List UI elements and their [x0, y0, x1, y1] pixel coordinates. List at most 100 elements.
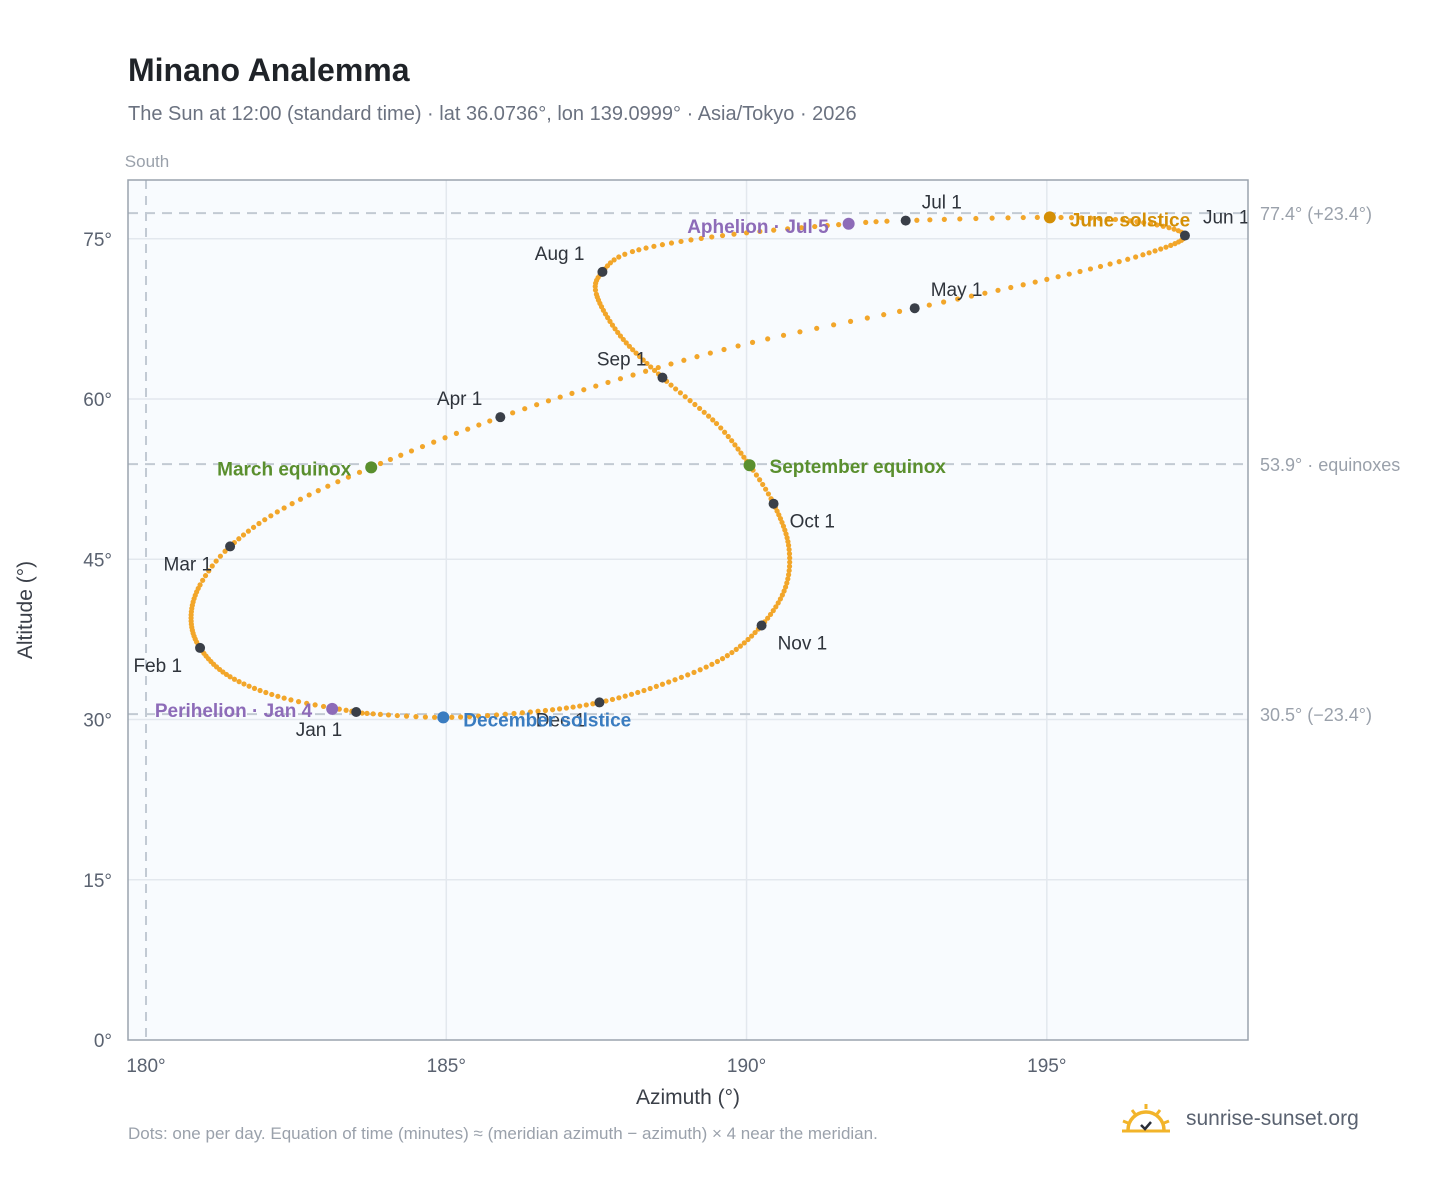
- daily-dot: [241, 681, 247, 687]
- daily-dot: [325, 483, 331, 489]
- daily-dot: [745, 636, 751, 643]
- axes: 180° 185° 190° 195° 0° 15° 30° 45° 60° 75°: [83, 230, 1066, 1077]
- event-marker: [437, 711, 450, 724]
- daily-dot: [765, 336, 771, 342]
- daily-dot: [629, 248, 636, 255]
- month-label: Jan 1: [296, 720, 342, 741]
- daily-dot: [741, 454, 747, 460]
- daily-dot: [615, 329, 621, 336]
- daily-dot: [295, 699, 302, 705]
- month-marker: [1179, 230, 1190, 241]
- daily-dot: [732, 442, 738, 448]
- brand[interactable]: sunrise-sunset.org: [1120, 1102, 1359, 1136]
- month-marker: [657, 372, 668, 383]
- daily-dot: [563, 705, 569, 711]
- daily-dot: [612, 326, 618, 332]
- daily-dot: [786, 551, 793, 557]
- daily-dot: [250, 524, 257, 530]
- daily-dot: [1088, 215, 1094, 221]
- daily-dot: [312, 702, 318, 708]
- daily-dot: [697, 405, 703, 412]
- daily-dot: [737, 643, 743, 649]
- daily-dot: [419, 443, 426, 450]
- month-marker: [756, 620, 767, 631]
- daily-dot: [724, 653, 730, 659]
- daily-dot: [476, 422, 482, 428]
- daily-dot: [465, 426, 471, 432]
- daily-dot: [719, 656, 726, 662]
- daily-dot: [387, 456, 394, 463]
- daily-dot: [534, 402, 540, 408]
- daily-dot: [784, 580, 790, 586]
- daily-dot: [245, 528, 251, 534]
- daily-dot: [315, 488, 321, 494]
- daily-dot: [1078, 215, 1084, 221]
- grid-lines: [128, 180, 1248, 1040]
- daily-dot: [236, 536, 242, 542]
- plot-background: [128, 180, 1248, 1040]
- daily-dot: [687, 398, 693, 404]
- daily-dot: [1168, 242, 1174, 248]
- daily-dot: [733, 646, 739, 652]
- daily-dot: [743, 230, 750, 236]
- daily-dot: [701, 409, 707, 415]
- daily-dot: [268, 513, 274, 519]
- daily-dot: [197, 582, 203, 588]
- daily-dot: [659, 242, 666, 248]
- daily-dot: [1146, 250, 1152, 256]
- daily-dot: [781, 588, 787, 594]
- daily-dot: [592, 287, 599, 293]
- reference-line-label: 77.4° (+23.4°): [1260, 204, 1372, 224]
- daily-dot: [289, 501, 295, 507]
- daily-dot: [643, 368, 649, 374]
- daily-dot: [896, 308, 903, 314]
- daily-dot: [760, 481, 766, 488]
- reference-line-label: 53.9° · equinoxes: [1260, 455, 1400, 475]
- x-tick-label: 190°: [727, 1056, 766, 1077]
- daily-dot: [257, 687, 263, 694]
- daily-dot: [714, 658, 720, 665]
- event-marker: [1043, 211, 1056, 224]
- daily-dot: [765, 491, 772, 497]
- daily-dot: [735, 343, 741, 349]
- daily-dot: [240, 532, 247, 538]
- daily-dot: [713, 420, 720, 427]
- daily-dot: [1166, 225, 1172, 231]
- daily-dot: [973, 215, 979, 222]
- daily-dot: [1140, 252, 1146, 258]
- daily-dot: [757, 228, 763, 235]
- daily-dot: [605, 379, 611, 386]
- daily-dot: [1020, 214, 1026, 221]
- daily-dot: [668, 240, 675, 246]
- daily-dot: [1116, 259, 1122, 265]
- daily-dot: [703, 664, 709, 670]
- daily-dot: [269, 691, 275, 698]
- daily-dot: [722, 429, 728, 435]
- daily-dot: [641, 687, 647, 694]
- daily-dot: [735, 446, 741, 452]
- daily-dot: [941, 216, 947, 222]
- event-label: March equinox: [217, 459, 352, 480]
- daily-dot: [1141, 220, 1147, 226]
- daily-dot: [413, 714, 419, 720]
- x-tick-label: 195°: [1027, 1056, 1066, 1077]
- daily-dot: [442, 435, 448, 441]
- daily-dot: [1107, 261, 1113, 267]
- daily-dot: [1171, 226, 1177, 232]
- daily-dot: [607, 318, 613, 324]
- daily-dot: [577, 703, 583, 709]
- daily-dot: [583, 702, 589, 708]
- daily-dot: [246, 683, 252, 689]
- daily-dot: [786, 546, 792, 553]
- y-axis-label: Altitude (°): [14, 561, 37, 659]
- daily-dot: [320, 703, 327, 710]
- daily-dot: [343, 707, 349, 713]
- daily-dot: [957, 216, 963, 222]
- daily-dot: [770, 608, 776, 614]
- daily-dot: [749, 339, 756, 345]
- brand-name: sunrise-sunset.org: [1186, 1107, 1359, 1130]
- daily-dot: [691, 669, 697, 675]
- reference-line-label: 30.5° (−23.4°): [1260, 705, 1372, 725]
- daily-dot: [836, 222, 842, 228]
- daily-dot: [640, 357, 646, 363]
